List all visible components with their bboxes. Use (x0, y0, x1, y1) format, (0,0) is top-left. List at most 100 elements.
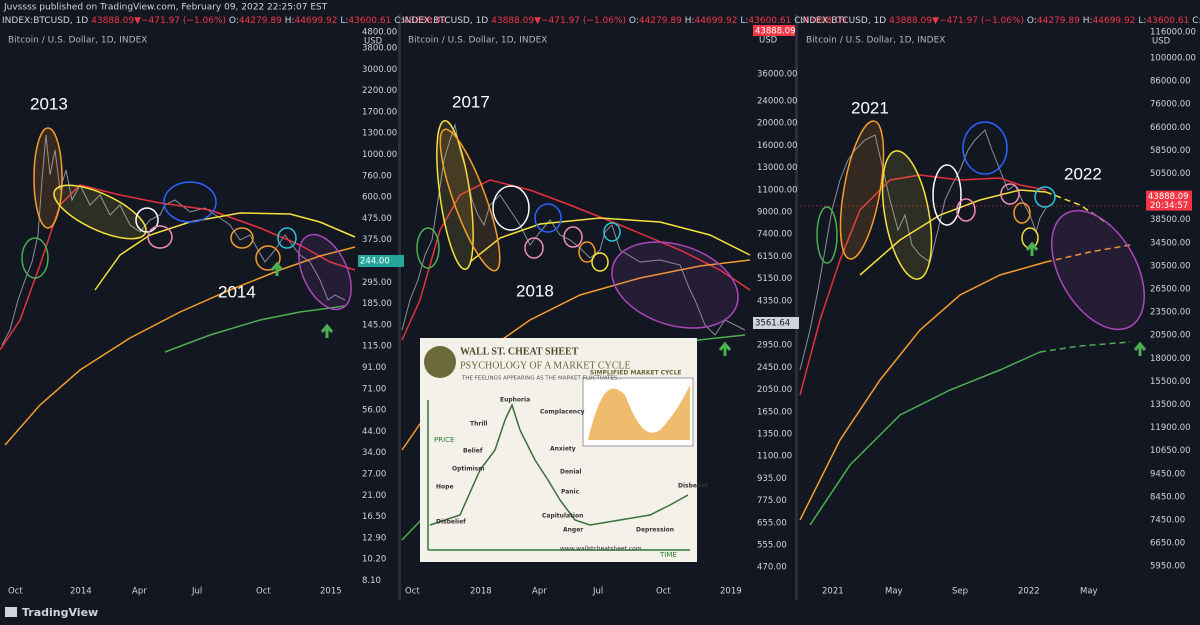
price-label: 76000.00 (1150, 100, 1191, 110)
price-label: 15500.00 (1150, 377, 1191, 387)
price-label: 13500.00 (1150, 400, 1191, 410)
header-part: C: (394, 16, 403, 26)
header-part: INDEX:BTCUSD, 1D (402, 16, 488, 26)
price-label: 21.00 (362, 491, 386, 501)
price-label: 18000.00 (1150, 354, 1191, 364)
ma-orange (4, 246, 356, 446)
price-label: 10650.00 (1150, 446, 1191, 456)
highlight (603, 222, 621, 242)
price-label: 5950.00 (1150, 562, 1185, 572)
price-label: 13000.00 (757, 163, 798, 173)
price-label: 600.00 (362, 193, 392, 203)
price-label: 58500.00 (1150, 146, 1191, 156)
highlight (255, 245, 281, 271)
header-part: 44279.89 (639, 16, 682, 26)
highlight (492, 185, 530, 231)
inset-stage: Euphoria (500, 397, 530, 404)
price-label: 470.00 (757, 563, 787, 573)
price-badge (1146, 190, 1192, 211)
header-part: 43888.09 (91, 16, 134, 26)
arrow (1025, 241, 1039, 256)
price-label: 34500.00 (1150, 238, 1191, 248)
currency: USD (759, 36, 778, 46)
price-label: 3800.00 (362, 44, 397, 54)
header-part: C: (1192, 16, 1200, 26)
price-label: 38500.00 (1150, 215, 1191, 225)
highlight (956, 198, 976, 222)
ma-yellow (94, 212, 356, 291)
inset-url: www.wallstcheatsheet.com (560, 546, 642, 553)
footer-bar (0, 600, 1200, 625)
price-label: 30500.00 (1150, 261, 1191, 271)
price-label: 2050.00 (757, 385, 792, 395)
panel-1-drawing (0, 127, 356, 446)
inset-price-axis: PRICE (434, 436, 454, 444)
highlight (932, 164, 962, 226)
inset-logo (424, 346, 456, 378)
time-label: Jul (191, 587, 202, 597)
price-label: 935.00 (757, 474, 787, 484)
header-part: 43888.09 (889, 16, 932, 26)
inset (420, 338, 697, 562)
price-label: 655.00 (757, 518, 787, 528)
header-part: L: (340, 16, 348, 26)
price-label: 4350.00 (757, 296, 792, 306)
annotation: 2021 (851, 98, 889, 117)
header-part: 44279.89 (239, 16, 282, 26)
price (401, 123, 746, 336)
header-part: 43888.09 (404, 16, 447, 26)
price-label: 26500.00 (1150, 285, 1191, 295)
price-label: 375.00 (362, 235, 392, 245)
price-label: 5150.00 (757, 274, 792, 284)
inset-stage: Anxiety (550, 446, 576, 453)
time-label: Oct (8, 587, 23, 597)
time-label: Sep (952, 587, 968, 597)
annotation: 2018 (516, 281, 554, 300)
price-label: 11900.00 (1150, 423, 1191, 433)
price-label: 1700.00 (362, 107, 397, 117)
brand: TradingView (22, 606, 98, 619)
price-label: 8.10 (362, 576, 381, 586)
header-part: ▼−471.97 (−1.06%) (134, 16, 226, 26)
highlight (534, 203, 562, 233)
time-label: Oct (256, 587, 271, 597)
time-label: 2021 (822, 587, 844, 597)
price-label: 145.00 (362, 320, 392, 330)
top-badge (753, 25, 795, 36)
header-part: O: (629, 16, 639, 26)
header-part: INDEX:BTCUSD, 1D (2, 16, 88, 26)
panel-2-drawing (401, 119, 751, 541)
inset-stage: Thrill (470, 421, 488, 428)
header-part: 43888.09 (804, 16, 847, 26)
highlight (1034, 186, 1056, 208)
inset-stage: Hope (436, 484, 454, 491)
header-part: 44699.92 (695, 16, 738, 26)
inset-stage: Depression (636, 527, 674, 534)
subtitle: Bitcoin / U.S. Dollar, 1D, INDEX (408, 36, 547, 46)
inset-subtitle: PSYCHOLOGY OF A MARKET CYCLE (460, 360, 631, 371)
time-label: 2019 (720, 587, 742, 597)
header-part: 43600.61 (1146, 16, 1189, 26)
panel-3-drawing (799, 120, 1147, 526)
price-label: 50500.00 (1150, 169, 1191, 179)
price-label: 295.00 (362, 278, 392, 288)
price-label: 34.00 (362, 448, 386, 458)
time-label: 2018 (470, 587, 492, 597)
symbol-header: INDEX:BTCUSD, 1D 43888.09▼−471.97 (−1.06… (402, 16, 847, 26)
header-part: H: (1083, 16, 1093, 26)
highlight (416, 227, 440, 269)
arrow (270, 261, 284, 276)
header-part: 44699.92 (295, 16, 338, 26)
footer-logo: TradingView (5, 606, 98, 619)
price-label: 555.00 (757, 541, 787, 551)
price-label: 1650.00 (757, 407, 792, 417)
highlight (436, 119, 474, 271)
divider (398, 14, 401, 600)
price-badge-label: 43888.09 (1148, 192, 1189, 202)
highlight (524, 237, 544, 259)
ma-red (0, 184, 356, 351)
price-label: 11000.00 (757, 185, 798, 195)
price-label: 185.00 (362, 299, 392, 309)
price-label: 24000.00 (757, 97, 798, 107)
price-label: 4800.00 (362, 28, 397, 38)
